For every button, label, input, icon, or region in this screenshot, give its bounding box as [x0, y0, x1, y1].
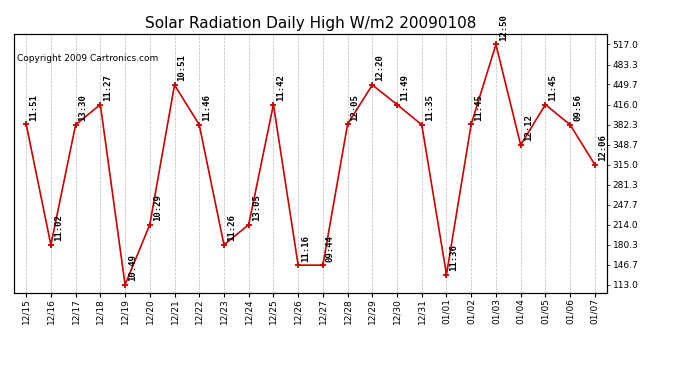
Text: 11:35: 11:35 — [425, 94, 434, 121]
Text: 11:49: 11:49 — [400, 74, 409, 101]
Text: 12:20: 12:20 — [375, 54, 384, 81]
Text: 10:49: 10:49 — [128, 254, 137, 281]
Text: 11:27: 11:27 — [104, 74, 112, 101]
Text: 11:45: 11:45 — [549, 74, 558, 101]
Text: 11:02: 11:02 — [54, 214, 63, 242]
Text: 12:12: 12:12 — [524, 114, 533, 141]
Text: 13:30: 13:30 — [79, 94, 88, 121]
Text: 10:51: 10:51 — [177, 54, 186, 81]
Text: 12:05: 12:05 — [351, 94, 359, 121]
Text: 11:16: 11:16 — [301, 235, 310, 262]
Title: Solar Radiation Daily High W/m2 20090108: Solar Radiation Daily High W/m2 20090108 — [145, 16, 476, 31]
Text: 09:56: 09:56 — [573, 94, 582, 121]
Text: 11:51: 11:51 — [29, 94, 38, 121]
Text: 13:05: 13:05 — [252, 194, 261, 221]
Text: Copyright 2009 Cartronics.com: Copyright 2009 Cartronics.com — [17, 54, 159, 63]
Text: 11:42: 11:42 — [277, 74, 286, 101]
Text: 12:06: 12:06 — [598, 134, 607, 161]
Text: 11:45: 11:45 — [474, 94, 483, 121]
Text: 11:36: 11:36 — [449, 244, 458, 271]
Text: 09:44: 09:44 — [326, 235, 335, 262]
Text: 10:29: 10:29 — [152, 194, 161, 221]
Text: 12:50: 12:50 — [499, 14, 508, 41]
Text: 11:26: 11:26 — [227, 214, 236, 242]
Text: 11:46: 11:46 — [202, 94, 211, 121]
